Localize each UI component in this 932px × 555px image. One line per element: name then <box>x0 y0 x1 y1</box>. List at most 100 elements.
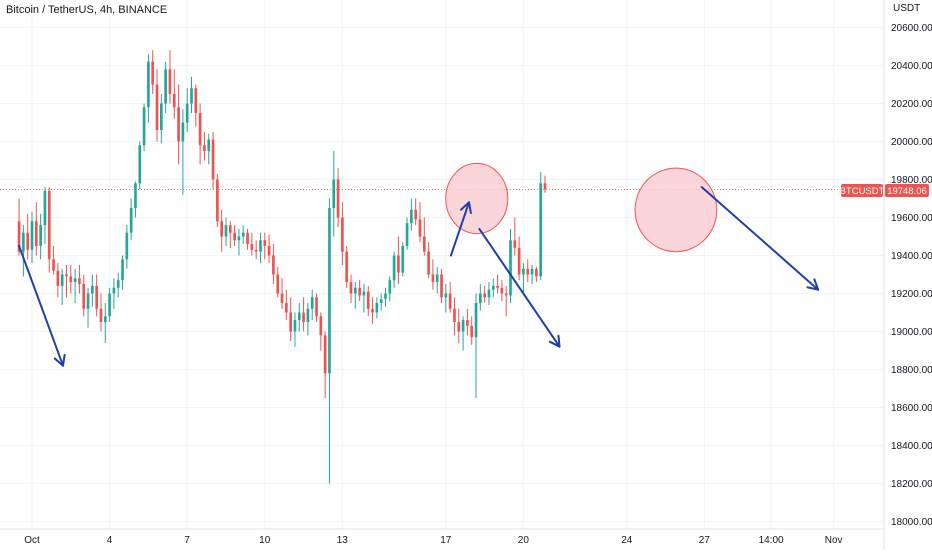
candle-body <box>224 225 228 237</box>
candle-body <box>142 107 146 146</box>
y-tick-labels: 18000.00 18200.00 18400.00 18600.00 18800.00… <box>891 23 932 528</box>
x-tick-label: 7 <box>184 535 190 546</box>
candle-body <box>422 236 426 252</box>
candle-body <box>297 312 301 321</box>
candle-body <box>159 103 163 131</box>
candle-body <box>457 322 461 332</box>
trend-arrow-head <box>806 278 820 291</box>
y-tick-label: 18800.00 <box>891 365 932 376</box>
x-tick-label: 10 <box>259 535 271 546</box>
candle-body <box>177 107 180 142</box>
candle-body <box>418 219 422 237</box>
candle-body <box>237 236 241 241</box>
candle-body <box>99 308 103 322</box>
candle-body <box>293 320 297 332</box>
candle-body <box>345 251 349 283</box>
candle-body <box>73 278 77 283</box>
x-tick-label: 27 <box>699 535 711 546</box>
trend-arrow-line <box>478 227 561 348</box>
candle-body <box>517 247 521 275</box>
candle-body <box>267 246 271 256</box>
x-tick-label: Nov <box>825 535 843 546</box>
candle-body <box>254 249 258 252</box>
candle-body <box>440 274 443 298</box>
candle-body <box>220 221 224 237</box>
x-tick-label: 20 <box>518 535 530 546</box>
trend-arrow-head <box>459 201 472 215</box>
candle-body <box>332 179 336 208</box>
trend-arrows <box>18 186 820 367</box>
candle-body <box>164 69 167 104</box>
y-tick-label: 19000.00 <box>891 327 932 338</box>
candle-body <box>198 113 202 146</box>
highlight-ellipse <box>634 167 718 253</box>
candle-body <box>272 255 275 275</box>
trend-arrow-line <box>18 245 65 367</box>
candle-body <box>349 282 353 294</box>
candle-body <box>397 255 400 273</box>
candle-body <box>151 61 155 85</box>
candle-body <box>310 297 314 309</box>
candles-layer <box>17 50 547 484</box>
candle-body <box>483 293 486 298</box>
symbol-badge: BTCUSDT <box>840 186 885 197</box>
candle-body <box>125 232 129 260</box>
candle-body <box>47 190 51 260</box>
x-tick-label: 14:00 <box>759 535 784 546</box>
x-tick-label: 13 <box>337 535 349 546</box>
x-tick-labels: Oct 4 7 10 13 17 20 24 27 14:00 Nov <box>24 535 842 546</box>
candle-body <box>470 325 474 338</box>
candle-body <box>478 293 482 303</box>
y-tick-label: 19400.00 <box>891 251 932 262</box>
trend-arrow-line <box>700 186 820 291</box>
candle-body <box>91 285 94 294</box>
candle-body <box>52 259 55 271</box>
candle-body <box>328 208 331 374</box>
candle-body <box>358 287 361 296</box>
candle-body <box>496 285 499 288</box>
y-tick-label: 18200.00 <box>891 479 932 490</box>
candle-body <box>155 84 159 131</box>
candle-body <box>78 278 81 284</box>
y-tick-label: 18000.00 <box>891 517 932 528</box>
candle-body <box>86 293 90 309</box>
candle-body <box>181 122 185 142</box>
candle-body <box>246 232 249 245</box>
candle-body <box>323 335 327 374</box>
highlight-ellipses <box>445 162 718 253</box>
x-tick-label: Oct <box>24 535 40 546</box>
candle-body <box>353 287 357 294</box>
trend-arrow-head <box>548 334 561 348</box>
candle-body <box>431 274 435 283</box>
y-tick-label: 19600.00 <box>891 213 932 224</box>
candle-body <box>289 312 292 332</box>
candle-body <box>250 244 254 250</box>
candle-body <box>121 259 124 281</box>
candle-body <box>280 293 284 303</box>
candle-body <box>60 274 64 286</box>
candle-body <box>22 232 25 252</box>
candle-body <box>410 209 413 224</box>
y-tick-label: 19800.00 <box>891 175 932 186</box>
candle-body <box>65 274 68 277</box>
candle-body <box>306 308 310 322</box>
candle-body <box>108 293 111 317</box>
candle-body <box>474 303 478 338</box>
candle-body <box>366 291 370 309</box>
candle-body <box>276 274 280 294</box>
last-price-badge: BTCUSDT 19748.06 <box>840 184 929 197</box>
candle-body <box>522 268 525 275</box>
x-tick-label: 17 <box>440 535 452 546</box>
y-tick-label: 18400.00 <box>891 441 932 452</box>
candle-body <box>168 69 172 94</box>
price-axis: USDT <box>0 0 920 550</box>
candle-body <box>401 246 405 273</box>
candle-body <box>56 270 60 286</box>
candle-body <box>513 240 517 248</box>
y-tick-label: 20000.00 <box>891 137 932 148</box>
candle-body <box>172 94 176 108</box>
candle-body <box>69 276 73 283</box>
candle-body <box>336 179 340 218</box>
